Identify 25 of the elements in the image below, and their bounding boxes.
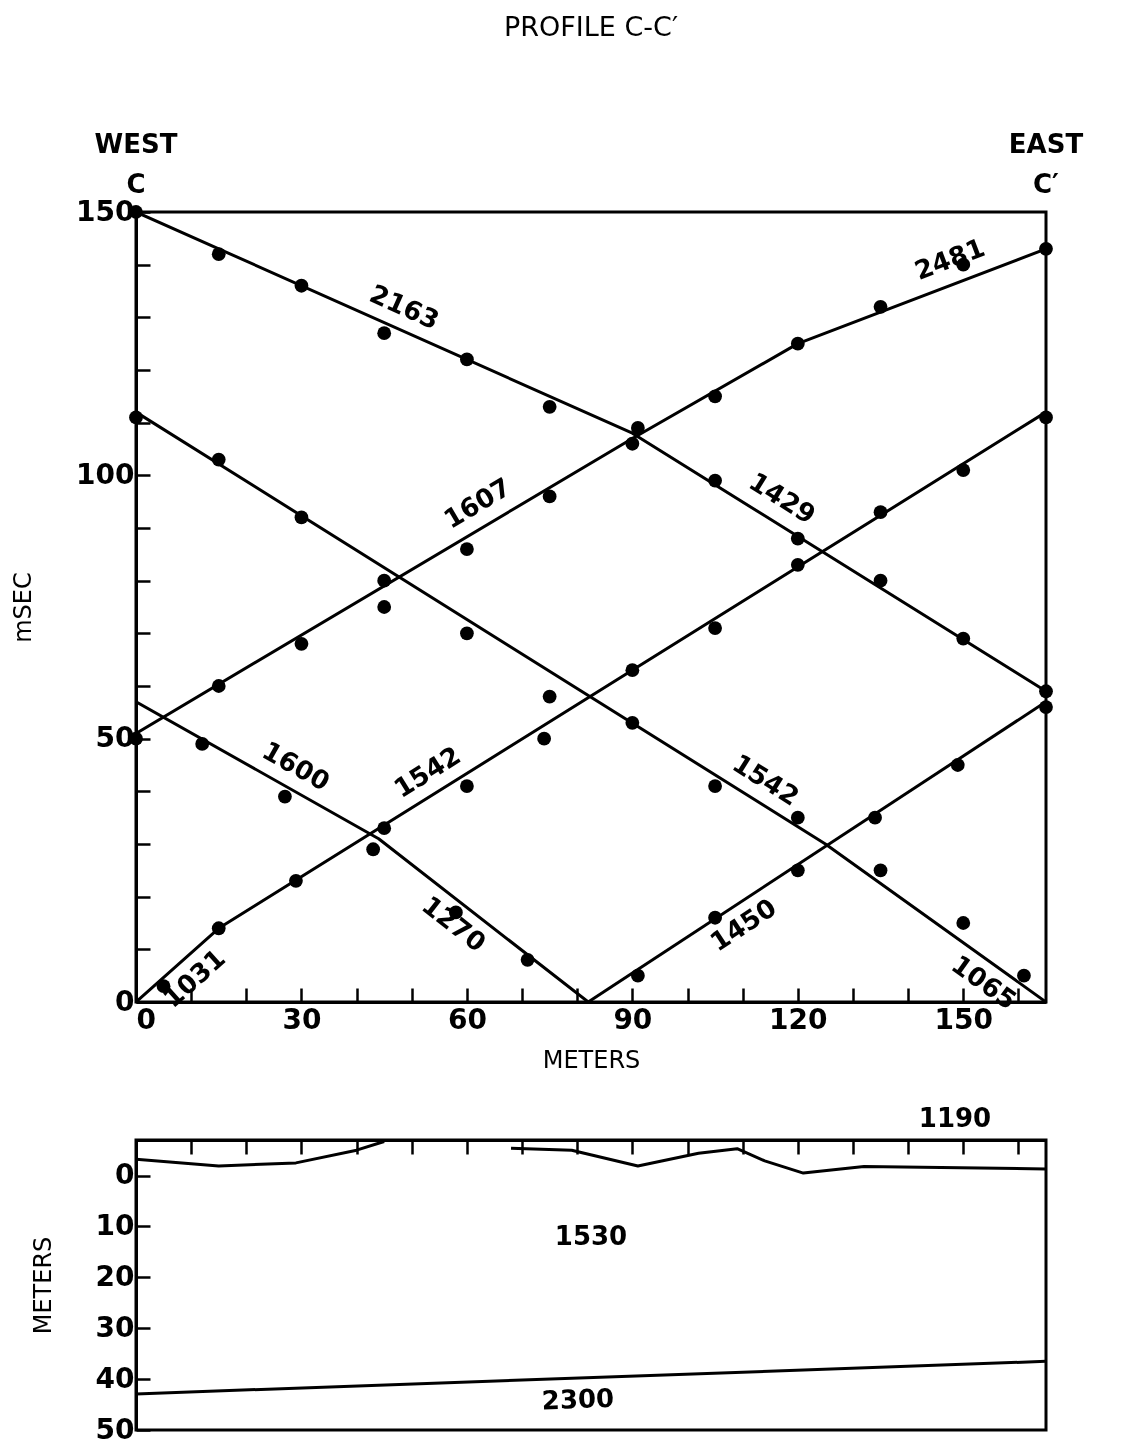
x-tick-label: 60: [447, 1002, 487, 1036]
text: C′: [1033, 169, 1060, 199]
annotation: 1530: [554, 1221, 628, 1252]
y-tick-label: 100: [76, 457, 135, 491]
text: WEST: [94, 129, 178, 159]
y-tick-label: 50: [95, 1412, 135, 1446]
annotation: 2300: [541, 1382, 615, 1416]
x-tick-label: 0: [136, 1002, 156, 1036]
y-axis-title: METERS: [28, 1236, 57, 1335]
x-tick-label: 90: [613, 1002, 653, 1036]
x-axis-title: METERS: [542, 1045, 641, 1074]
y-tick-label: 10: [95, 1208, 135, 1242]
y-tick-label: 50: [95, 721, 135, 755]
text: 1190: [918, 1103, 992, 1133]
y-tick-label: 0: [115, 1158, 135, 1192]
y-axis-title: mSEC: [9, 572, 38, 643]
x-tick-label: 150: [934, 1002, 993, 1036]
x-tick-label: 30: [282, 1002, 322, 1036]
chart-title: PROFILE C-C′: [503, 11, 679, 42]
y-tick-label: 30: [95, 1310, 135, 1344]
annotation: 2163: [365, 278, 444, 336]
y-tick-label: 40: [95, 1361, 135, 1395]
y-tick-label: 20: [95, 1259, 135, 1293]
x-tick-label: 120: [769, 1002, 828, 1036]
text: EAST: [1008, 129, 1084, 159]
